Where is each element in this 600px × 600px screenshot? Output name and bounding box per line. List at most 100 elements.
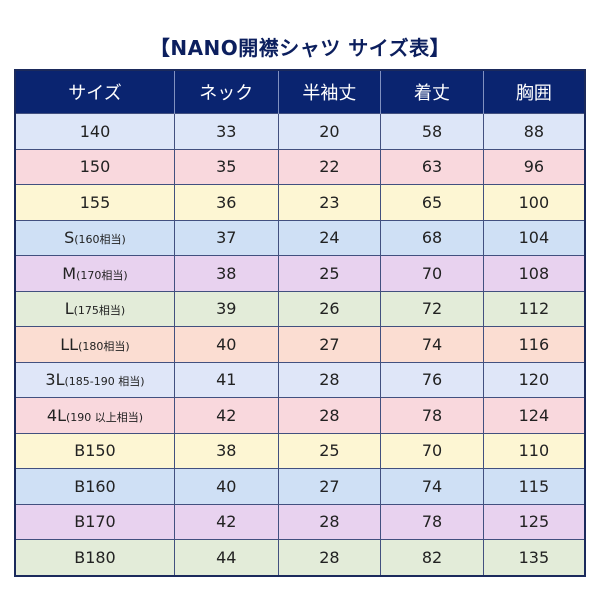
cell-length: 74	[380, 468, 484, 505]
cell-chest: 115	[482, 468, 586, 505]
cell-size: 155	[14, 184, 175, 221]
table-row: B170 42 28 78 125	[14, 503, 586, 540]
cell-chest: 135	[482, 539, 586, 576]
header-row: サイズ ネック 半袖丈 着丈 胸囲	[15, 70, 585, 114]
size-label: M	[62, 263, 77, 283]
cell-length: 58	[380, 113, 484, 150]
cell-neck: 36	[173, 184, 279, 221]
cell-neck: 44	[173, 539, 279, 576]
cell-size: B150	[14, 432, 175, 469]
cell-size: M(170相当)	[14, 255, 175, 292]
table-row: L(175相当) 39 26 72 112	[14, 290, 586, 327]
table-body: 140 33 20 58 88 150 35 22 63 96 155 36 23 65 100 S(160相…	[14, 113, 586, 576]
cell-size: B170	[14, 503, 175, 540]
size-label: 140	[79, 121, 111, 141]
size-table: サイズ ネック 半袖丈 着丈 胸囲 140 33 20 58 88 150 35 22 63 96…	[14, 69, 586, 577]
cell-sleeve: 28	[277, 397, 382, 434]
cell-neck: 38	[173, 432, 279, 469]
cell-size: B180	[14, 539, 175, 576]
cell-sleeve: 25	[277, 432, 382, 469]
size-label: 3L	[45, 370, 65, 390]
table-row: B160 40 27 74 115	[14, 468, 586, 505]
cell-size: 150	[14, 148, 175, 185]
size-note: (180相当)	[78, 339, 130, 353]
size-note: (190 以上相当)	[65, 410, 144, 424]
cell-size: 3L(185-190 相当)	[14, 361, 175, 398]
size-label: B180	[74, 547, 116, 567]
cell-length: 68	[380, 219, 484, 256]
header-chest: 胸囲	[482, 70, 585, 114]
header-length: 着丈	[380, 70, 484, 114]
cell-size: S(160相当)	[14, 219, 175, 256]
cell-size: 140	[14, 113, 175, 150]
size-label: B150	[74, 441, 116, 461]
table-row: B180 44 28 82 135	[14, 539, 586, 576]
cell-chest: 125	[482, 503, 586, 540]
header-neck: ネック	[173, 70, 279, 114]
table-row: 3L(185-190 相当) 41 28 76 120	[14, 361, 586, 398]
table-row: M(170相当) 38 25 70 108	[14, 255, 586, 292]
header-sleeve: 半袖丈	[277, 70, 381, 114]
cell-sleeve: 27	[277, 326, 382, 363]
cell-neck: 39	[173, 290, 279, 327]
cell-sleeve: 28	[277, 539, 382, 576]
cell-length: 82	[380, 539, 484, 576]
cell-chest: 108	[482, 255, 586, 292]
cell-neck: 40	[173, 326, 279, 363]
page-title: 【NANO開襟シャツ サイズ表】	[149, 36, 451, 60]
cell-chest: 104	[482, 219, 586, 256]
cell-length: 76	[380, 361, 484, 398]
cell-chest: 110	[482, 432, 586, 469]
size-note: (175相当)	[73, 304, 126, 318]
cell-neck: 38	[173, 255, 279, 292]
cell-neck: 42	[173, 503, 279, 540]
table-header: サイズ ネック 半袖丈 着丈 胸囲	[15, 70, 585, 114]
cell-sleeve: 20	[277, 113, 382, 150]
size-label: 150	[79, 157, 111, 177]
size-label: 4L	[46, 405, 66, 425]
cell-sleeve: 24	[277, 219, 382, 256]
cell-chest: 116	[482, 326, 586, 363]
cell-length: 74	[380, 326, 484, 363]
cell-neck: 33	[173, 113, 279, 150]
cell-sleeve: 28	[277, 503, 382, 540]
cell-chest: 120	[482, 361, 586, 398]
cell-length: 70	[380, 255, 484, 292]
table-row: 155 36 23 65 100	[14, 184, 586, 221]
cell-sleeve: 26	[277, 290, 382, 327]
table-row: 4L(190 以上相当) 42 28 78 124	[14, 397, 586, 434]
cell-size: LL(180相当)	[14, 326, 175, 363]
size-label: B170	[74, 512, 116, 532]
cell-chest: 88	[482, 113, 586, 150]
cell-length: 78	[380, 503, 484, 540]
header-size: サイズ	[15, 70, 175, 114]
size-note: (185-190 相当)	[64, 375, 145, 389]
size-label: 155	[79, 192, 111, 212]
size-label: B160	[74, 476, 116, 496]
cell-size: L(175相当)	[14, 290, 175, 327]
cell-size: B160	[14, 468, 175, 505]
table-row: S(160相当) 37 24 68 104	[14, 219, 586, 256]
table-row: 140 33 20 58 88	[14, 113, 586, 150]
cell-length: 70	[380, 432, 484, 469]
cell-length: 65	[380, 184, 484, 221]
size-label: LL	[60, 334, 79, 354]
cell-chest: 124	[482, 397, 586, 434]
cell-length: 78	[380, 397, 484, 434]
table-row: 150 35 22 63 96	[14, 148, 586, 185]
cell-sleeve: 25	[277, 255, 382, 292]
table-row: LL(180相当) 40 27 74 116	[14, 326, 586, 363]
cell-chest: 100	[482, 184, 586, 221]
cell-sleeve: 23	[277, 184, 382, 221]
size-label: L	[64, 299, 74, 319]
size-label: S	[64, 228, 75, 248]
cell-neck: 35	[173, 148, 279, 185]
cell-chest: 112	[482, 290, 586, 327]
cell-neck: 42	[173, 397, 279, 434]
cell-length: 63	[380, 148, 484, 185]
cell-neck: 40	[173, 468, 279, 505]
size-note: (170相当)	[76, 268, 128, 282]
size-note: (160相当)	[74, 233, 126, 247]
cell-length: 72	[380, 290, 484, 327]
cell-sleeve: 22	[277, 148, 382, 185]
